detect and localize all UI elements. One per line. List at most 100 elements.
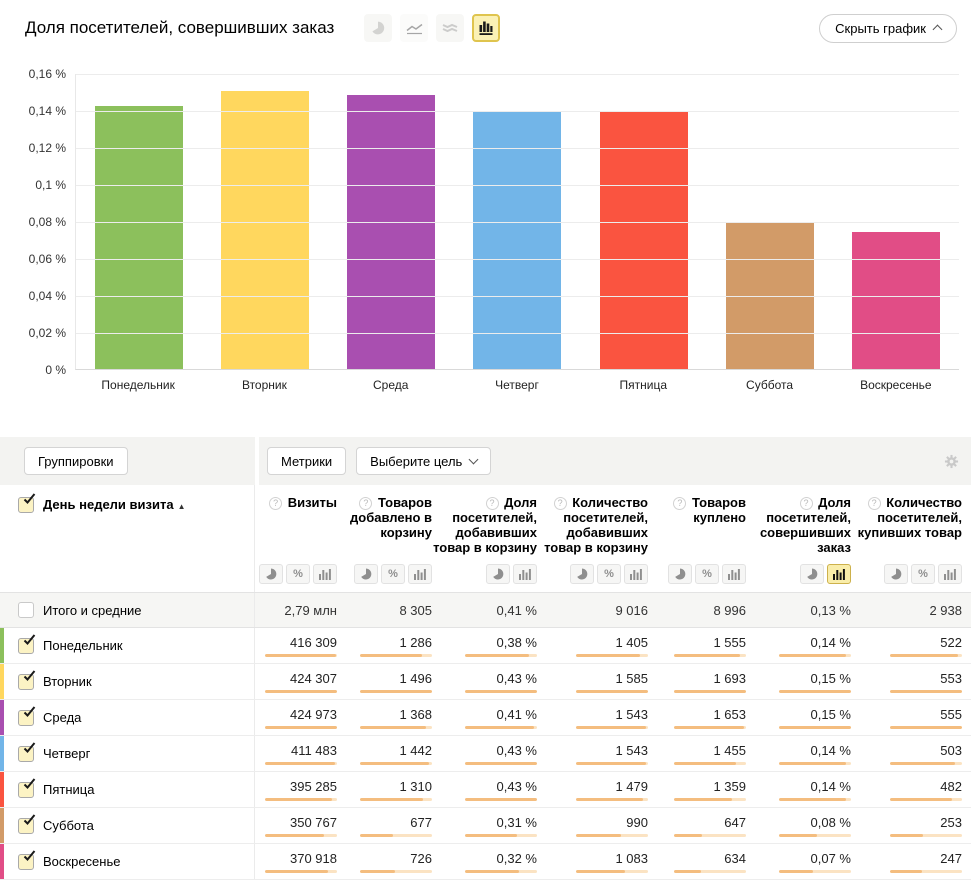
metric-header-label[interactable]: ? Доля посетителей, добавивших товар в к…	[433, 495, 537, 555]
cell-value: 8 305	[399, 602, 432, 618]
metric-toggle-pie-icon[interactable]	[884, 564, 908, 584]
metric-header-label[interactable]: ? Доля посетителей, совершивших заказ	[759, 495, 851, 555]
row-checkbox[interactable]	[18, 849, 36, 870]
cell-value: 0,15 %	[810, 706, 851, 722]
row-checkbox[interactable]	[18, 813, 36, 834]
row-label: Четверг	[43, 746, 91, 761]
row-checkbox[interactable]	[18, 741, 36, 762]
metric-toggle-pie-icon[interactable]	[486, 564, 510, 584]
metric-value-cell: 1 479	[537, 772, 648, 807]
metric-toggle-bars-icon[interactable]	[408, 564, 432, 584]
metric-header-cell: ? Количество посетителей, добавивших тов…	[537, 485, 648, 592]
cell-value: 1 083	[615, 850, 648, 866]
cell-value: 0,15 %	[810, 670, 851, 686]
help-icon[interactable]: ?	[553, 497, 567, 510]
row-color-strip	[0, 844, 4, 879]
row-label: Среда	[43, 710, 82, 725]
metric-toggle-percent-icon[interactable]: %	[911, 564, 935, 584]
hide-chart-label: Скрыть график	[835, 20, 926, 36]
help-icon[interactable]: ?	[485, 497, 499, 510]
metric-toggle-percent-icon[interactable]: %	[286, 564, 310, 584]
cell-value-bar	[465, 869, 537, 873]
cell-value-bar	[265, 761, 337, 765]
help-icon[interactable]: ?	[269, 497, 283, 510]
metric-value-cell: 247	[851, 844, 962, 879]
page-title: Доля посетителей, совершивших заказ	[25, 18, 335, 37]
metric-toggle-bars-icon[interactable]	[624, 564, 648, 584]
cell-value: 1 585	[615, 670, 648, 686]
metric-value-cell: 0,14 %	[746, 772, 851, 807]
hide-chart-button[interactable]: Скрыть график	[819, 13, 957, 43]
dimension-header-label[interactable]: День недели визита ▲	[43, 497, 186, 512]
cell-value-bar	[465, 725, 537, 729]
cell-value: 0,14 %	[810, 778, 851, 794]
metric-toggle-pie-icon[interactable]	[668, 564, 692, 584]
cell-value: 0,43 %	[496, 742, 537, 758]
metric-value-cell: 726	[337, 844, 432, 879]
cell-value-bar	[576, 725, 648, 729]
bar-chart-icon[interactable]	[472, 14, 501, 42]
metric-value-cell: 555	[851, 700, 962, 735]
help-icon[interactable]: ?	[867, 497, 881, 510]
metric-value-cell: 1 543	[537, 736, 648, 771]
metric-toggle-percent-icon[interactable]: %	[381, 564, 405, 584]
stacked-chart-icon[interactable]	[436, 14, 465, 42]
table-header: День недели визита ▲ ? Визиты% ? Товаров д…	[0, 485, 971, 592]
chart-header: Доля посетителей, совершивших заказ Скры…	[0, 0, 971, 56]
cell-value: 0,14 %	[810, 742, 851, 758]
cell-value: 411 483	[290, 742, 337, 758]
cell-value-bar	[674, 761, 746, 765]
metric-toggle-bars-icon[interactable]	[313, 564, 337, 584]
row-checkbox[interactable]	[18, 669, 36, 690]
row-checkbox[interactable]	[18, 633, 36, 654]
cell-value: 0,43 %	[496, 670, 537, 686]
cell-value-bar	[779, 869, 851, 873]
metric-toggle-percent-icon[interactable]: %	[597, 564, 621, 584]
cell-value: 0,13 %	[810, 602, 851, 618]
cell-value: 8 996	[713, 602, 746, 618]
row-label-cell: Четверг	[0, 736, 255, 771]
chart-bar	[221, 91, 310, 369]
metric-toggle-bars-icon[interactable]	[513, 564, 537, 584]
pie-chart-icon[interactable]	[364, 14, 393, 42]
cell-value-bar	[360, 797, 432, 801]
line-chart-icon[interactable]	[400, 14, 429, 42]
cell-value: 350 767	[290, 814, 337, 830]
metric-header-label[interactable]: ? Количество посетителей, купивших товар	[857, 495, 962, 540]
help-icon[interactable]: ?	[673, 497, 687, 510]
gridline	[76, 74, 959, 75]
cell-value: 1 286	[399, 634, 432, 650]
select-all-checkbox[interactable]	[18, 493, 36, 513]
metric-value-cell: 424 307	[255, 664, 337, 699]
metric-toggle-pie-icon[interactable]	[259, 564, 283, 584]
metric-header-label[interactable]: ? Товаров добавлено в корзину	[350, 495, 432, 540]
gear-icon[interactable]	[944, 454, 959, 469]
metric-toggle-bars-icon[interactable]	[722, 564, 746, 584]
select-goal-button[interactable]: Выберите цель	[356, 447, 492, 475]
metric-toggle-pie-icon[interactable]	[354, 564, 378, 584]
cell-value: 1 442	[399, 742, 432, 758]
row-label-cell: Среда	[0, 700, 255, 735]
row-checkbox[interactable]	[18, 777, 36, 798]
metric-header-label[interactable]: ? Количество посетителей, добавивших тов…	[544, 495, 648, 555]
help-icon[interactable]: ?	[359, 497, 373, 510]
row-checkbox[interactable]	[18, 705, 36, 726]
metrics-button[interactable]: Метрики	[267, 447, 347, 475]
metric-toggle-bars-icon[interactable]	[827, 564, 851, 584]
help-icon[interactable]: ?	[799, 497, 813, 510]
metric-toggle-percent-icon[interactable]: %	[695, 564, 719, 584]
metric-header-cell: ? Доля посетителей, добавивших товар в к…	[432, 485, 537, 592]
metric-toggle-bars-icon[interactable]	[938, 564, 962, 584]
metric-header-label[interactable]: ? Товаров куплено	[648, 495, 746, 525]
metric-header-label[interactable]: ? Визиты	[269, 495, 337, 510]
metric-toggle-pie-icon[interactable]	[800, 564, 824, 584]
cell-value-bar	[674, 833, 746, 837]
metric-value-cell: 482	[851, 772, 962, 807]
bar-chart: 0,16 % 0,14 % 0,12 % 0,1 % 0,08 % 0,06 % 0,04 …	[0, 67, 971, 396]
x-tick-label: Вторник	[241, 378, 287, 392]
metric-toggle-pie-icon[interactable]	[570, 564, 594, 584]
table-body: Итого и средние 2,79 млн 8 305 0,41 % 9 016 8…	[0, 592, 971, 880]
chart-bar	[599, 112, 688, 369]
groupings-button[interactable]: Группировки	[24, 447, 128, 475]
row-checkbox[interactable]	[18, 602, 34, 618]
